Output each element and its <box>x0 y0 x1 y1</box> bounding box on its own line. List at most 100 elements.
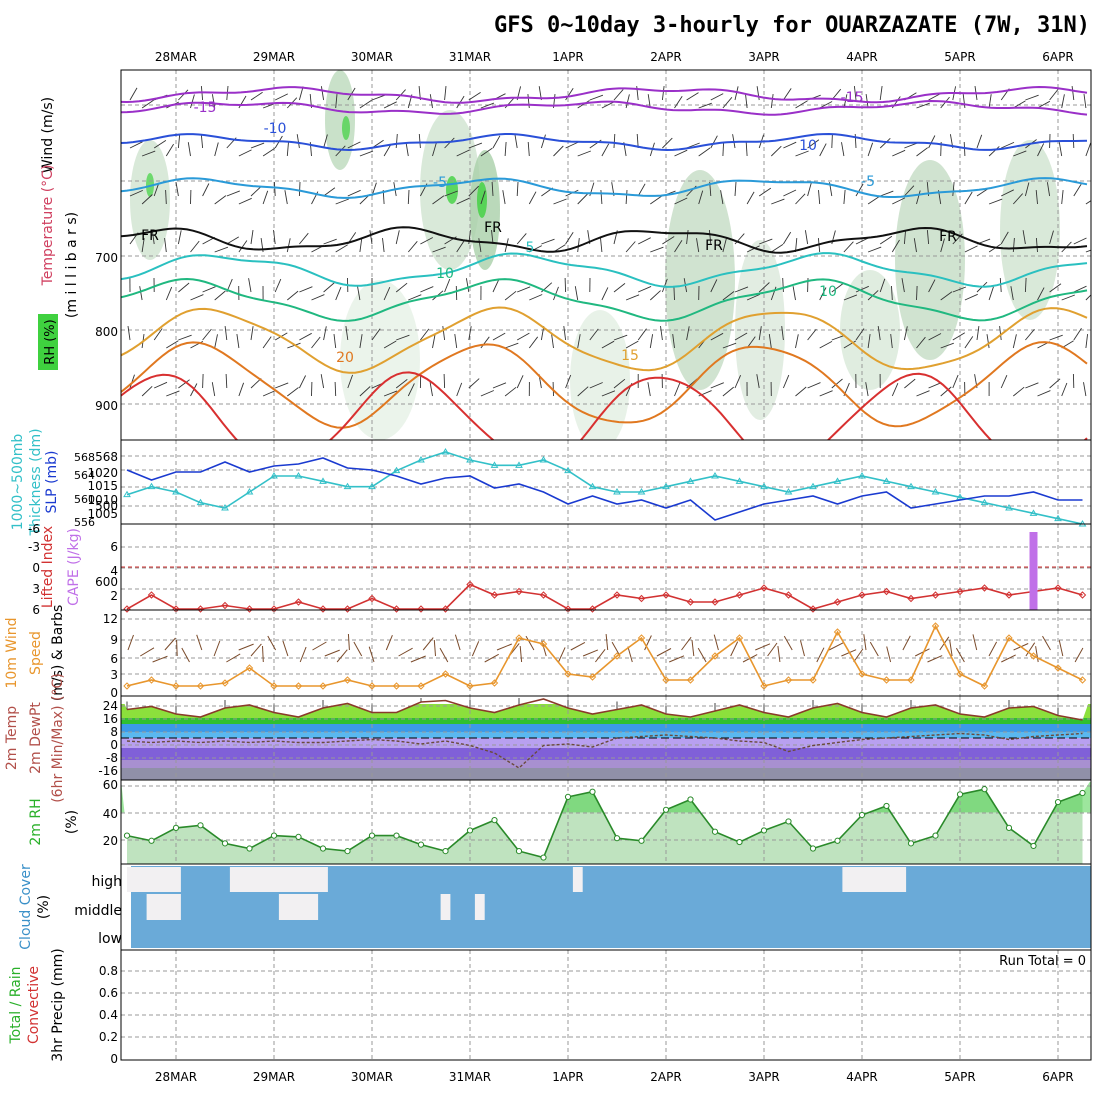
wind-barb <box>335 286 342 301</box>
wind-barb <box>296 134 300 149</box>
wind-barb <box>516 181 519 197</box>
wind-barb <box>1085 142 1091 157</box>
wind-barb <box>795 150 809 157</box>
slp-line <box>126 457 1083 521</box>
rh-2m-point <box>1079 789 1086 797</box>
wind-barb <box>371 94 386 101</box>
wind-barb <box>432 334 436 349</box>
surface-wind-barb <box>816 647 825 663</box>
wind-barb <box>202 373 204 389</box>
wind-barb <box>504 290 517 301</box>
rh-2m-point <box>197 822 204 829</box>
wind-barb <box>395 133 398 149</box>
wind-barb <box>940 291 953 301</box>
thickness-point <box>760 482 768 490</box>
wind-barb <box>710 93 724 101</box>
thickness-point <box>735 477 744 484</box>
wind-barb <box>892 149 906 157</box>
wind-barb <box>601 390 616 397</box>
date-label-top: 2APR <box>650 50 681 64</box>
temp-2m-line <box>126 698 1083 721</box>
wind-speed-point <box>1005 634 1013 642</box>
wind-barb <box>589 94 604 101</box>
wind-barb <box>323 282 335 293</box>
lifted-index-point <box>637 594 646 603</box>
wind-barb <box>480 102 495 109</box>
wind-barb <box>468 326 472 341</box>
cape-bar <box>1029 532 1038 610</box>
wind-barb <box>238 197 252 205</box>
wind-barb <box>746 245 760 253</box>
surface-wind-barb <box>767 642 778 657</box>
slp-tick: 1010 <box>87 493 118 507</box>
rh-2m-point <box>1054 798 1062 806</box>
rh-2m-point <box>589 788 596 795</box>
rh-2m-point <box>760 827 768 834</box>
cloud-clear-span <box>440 894 451 920</box>
wind-barb <box>756 374 760 389</box>
lifted-index-point <box>539 591 548 599</box>
wind-barb <box>214 246 229 253</box>
rh-legend-swatch <box>38 314 58 370</box>
wind-barb <box>916 390 930 397</box>
wind-barb <box>613 89 624 101</box>
wind-barb <box>287 290 299 301</box>
surface-wind-barb <box>312 641 327 651</box>
wind-barb <box>541 238 555 245</box>
cloud-cover-panel: Cloud Cover (%) high middle low <box>18 863 1092 951</box>
wind-barb <box>141 238 145 253</box>
temperature-band <box>121 738 1091 748</box>
wind-barb <box>273 230 276 245</box>
wind-barb <box>686 326 690 341</box>
wind-barb <box>480 147 493 157</box>
wind-barb <box>444 190 458 197</box>
lifted-index-point <box>784 591 793 599</box>
wind-barb <box>577 193 588 205</box>
surface-wind-barb <box>853 648 864 663</box>
wind-barb <box>165 143 174 157</box>
wind-barb <box>371 328 381 341</box>
wind-speed-point <box>466 682 474 690</box>
wind-barb <box>286 238 291 253</box>
wind-barb <box>250 91 263 101</box>
wind-barb <box>1073 183 1082 197</box>
moisture-shading <box>570 310 630 440</box>
pressure-tick: 500 <box>95 499 118 513</box>
wind-barb <box>768 334 772 349</box>
wind-barb <box>454 334 458 349</box>
wind-barb <box>129 374 135 389</box>
wind-barb <box>540 134 546 149</box>
wind-speed-point <box>1029 652 1038 660</box>
lifted-index-point <box>490 591 499 599</box>
wind-barb <box>200 134 204 149</box>
thickness-point <box>172 488 180 495</box>
wind-barb <box>359 238 363 253</box>
wind-barb <box>867 246 882 253</box>
wind-barb <box>335 244 348 253</box>
date-label-bottom: 31MAR <box>449 1070 491 1084</box>
wind-barb <box>819 143 827 157</box>
wind-barb <box>456 382 463 397</box>
surface-wind-barb <box>410 655 426 663</box>
wind-barb <box>637 237 651 245</box>
surface-wind-barb <box>353 641 363 657</box>
wind-barb <box>589 328 599 341</box>
wind-barb <box>1012 193 1024 205</box>
wind-barb <box>129 141 143 149</box>
slp-axis-label: SLP (mb) <box>44 450 60 513</box>
isotherm-contour <box>121 371 1088 440</box>
wind-barb <box>432 246 446 253</box>
wind-speed-point <box>172 682 180 690</box>
wind-barb <box>420 286 434 293</box>
rh-2m-point <box>417 841 425 848</box>
isotherm-contour <box>121 306 1088 374</box>
isotherm-contour <box>121 226 1088 254</box>
wind-barb <box>903 326 908 341</box>
wind-barb <box>141 385 153 397</box>
surface-wind-barb <box>886 646 892 663</box>
thickness-point <box>613 488 621 495</box>
wind-barb <box>783 231 792 245</box>
wind-barb <box>1025 94 1039 101</box>
thickness-point <box>588 482 597 490</box>
wind-barb <box>369 230 373 245</box>
